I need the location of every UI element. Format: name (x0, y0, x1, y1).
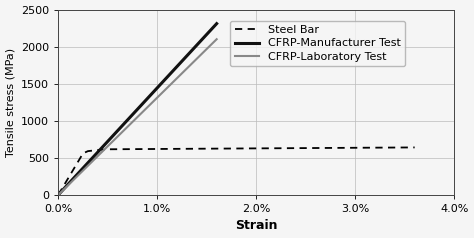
Steel Bar (55, 193, 61, 196)
Steel Bar (412, 146, 418, 149)
Line: Steel Bar: Steel Bar (58, 147, 415, 195)
Steel Bar (105, 148, 110, 151)
Steel Bar (95, 149, 100, 151)
Steel Bar (85, 150, 91, 153)
Steel Bar (80, 152, 86, 155)
Y-axis label: Tensile stress (MPa): Tensile stress (MPa) (6, 48, 16, 157)
Legend: Steel Bar, CFRP-Manufacturer Test, CFRP-Laboratory Test: Steel Bar, CFRP-Manufacturer Test, CFRP-… (230, 21, 405, 66)
X-axis label: Strain: Strain (235, 219, 277, 233)
